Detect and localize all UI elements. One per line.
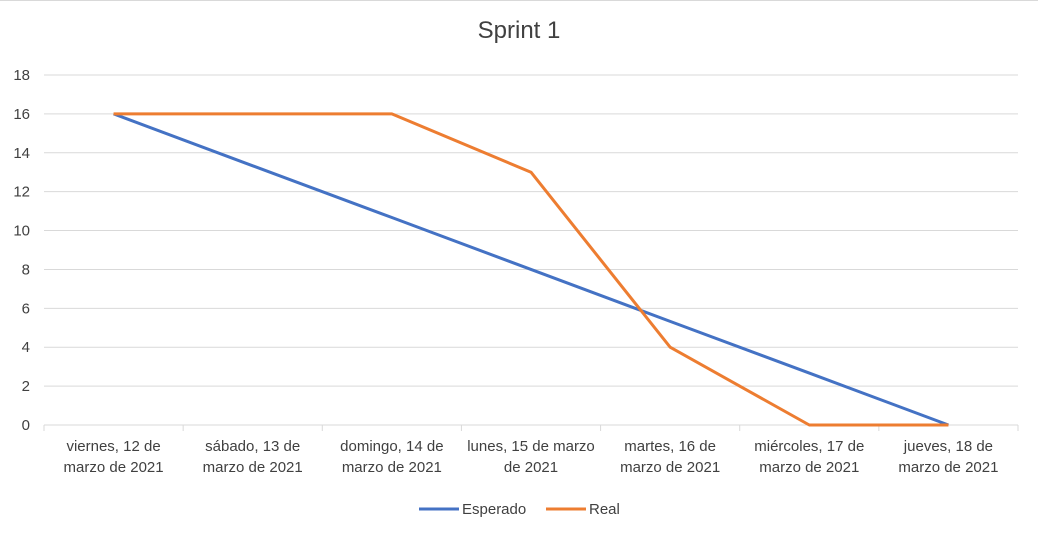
legend-label-esperado: Esperado: [462, 501, 526, 518]
series-line-esperado: [113, 112, 949, 427]
y-tick-label: 12: [13, 184, 30, 201]
y-tick-label: 16: [13, 106, 30, 123]
x-tick-label: jueves, 18 de marzo de 2021: [898, 438, 998, 476]
chart-title: Sprint 1: [477, 17, 561, 44]
legend-label-real: Real: [589, 501, 620, 518]
y-tick-label: 2: [22, 378, 30, 395]
y-tick-label: 0: [22, 417, 30, 434]
y-tick-label: 18: [13, 67, 30, 84]
x-tick-label: martes, 16 de marzo de 2021: [620, 438, 720, 476]
y-tick-label: 14: [13, 145, 30, 162]
x-tick-label: miércoles, 17 de marzo de 2021: [754, 438, 864, 476]
x-tick-label: lunes, 15 de marzo de 2021: [467, 438, 595, 476]
x-tick-label: sábado, 13 de marzo de 2021: [203, 438, 303, 476]
series-line-real: [113, 112, 949, 427]
x-tick-label: viernes, 12 de marzo de 2021: [64, 438, 164, 476]
y-tick-label: 6: [22, 300, 30, 317]
x-tick-label: domingo, 14 de marzo de 2021: [340, 438, 443, 476]
y-tick-label: 8: [22, 261, 30, 278]
y-tick-label: 10: [13, 223, 30, 240]
y-tick-label: 4: [22, 339, 30, 356]
